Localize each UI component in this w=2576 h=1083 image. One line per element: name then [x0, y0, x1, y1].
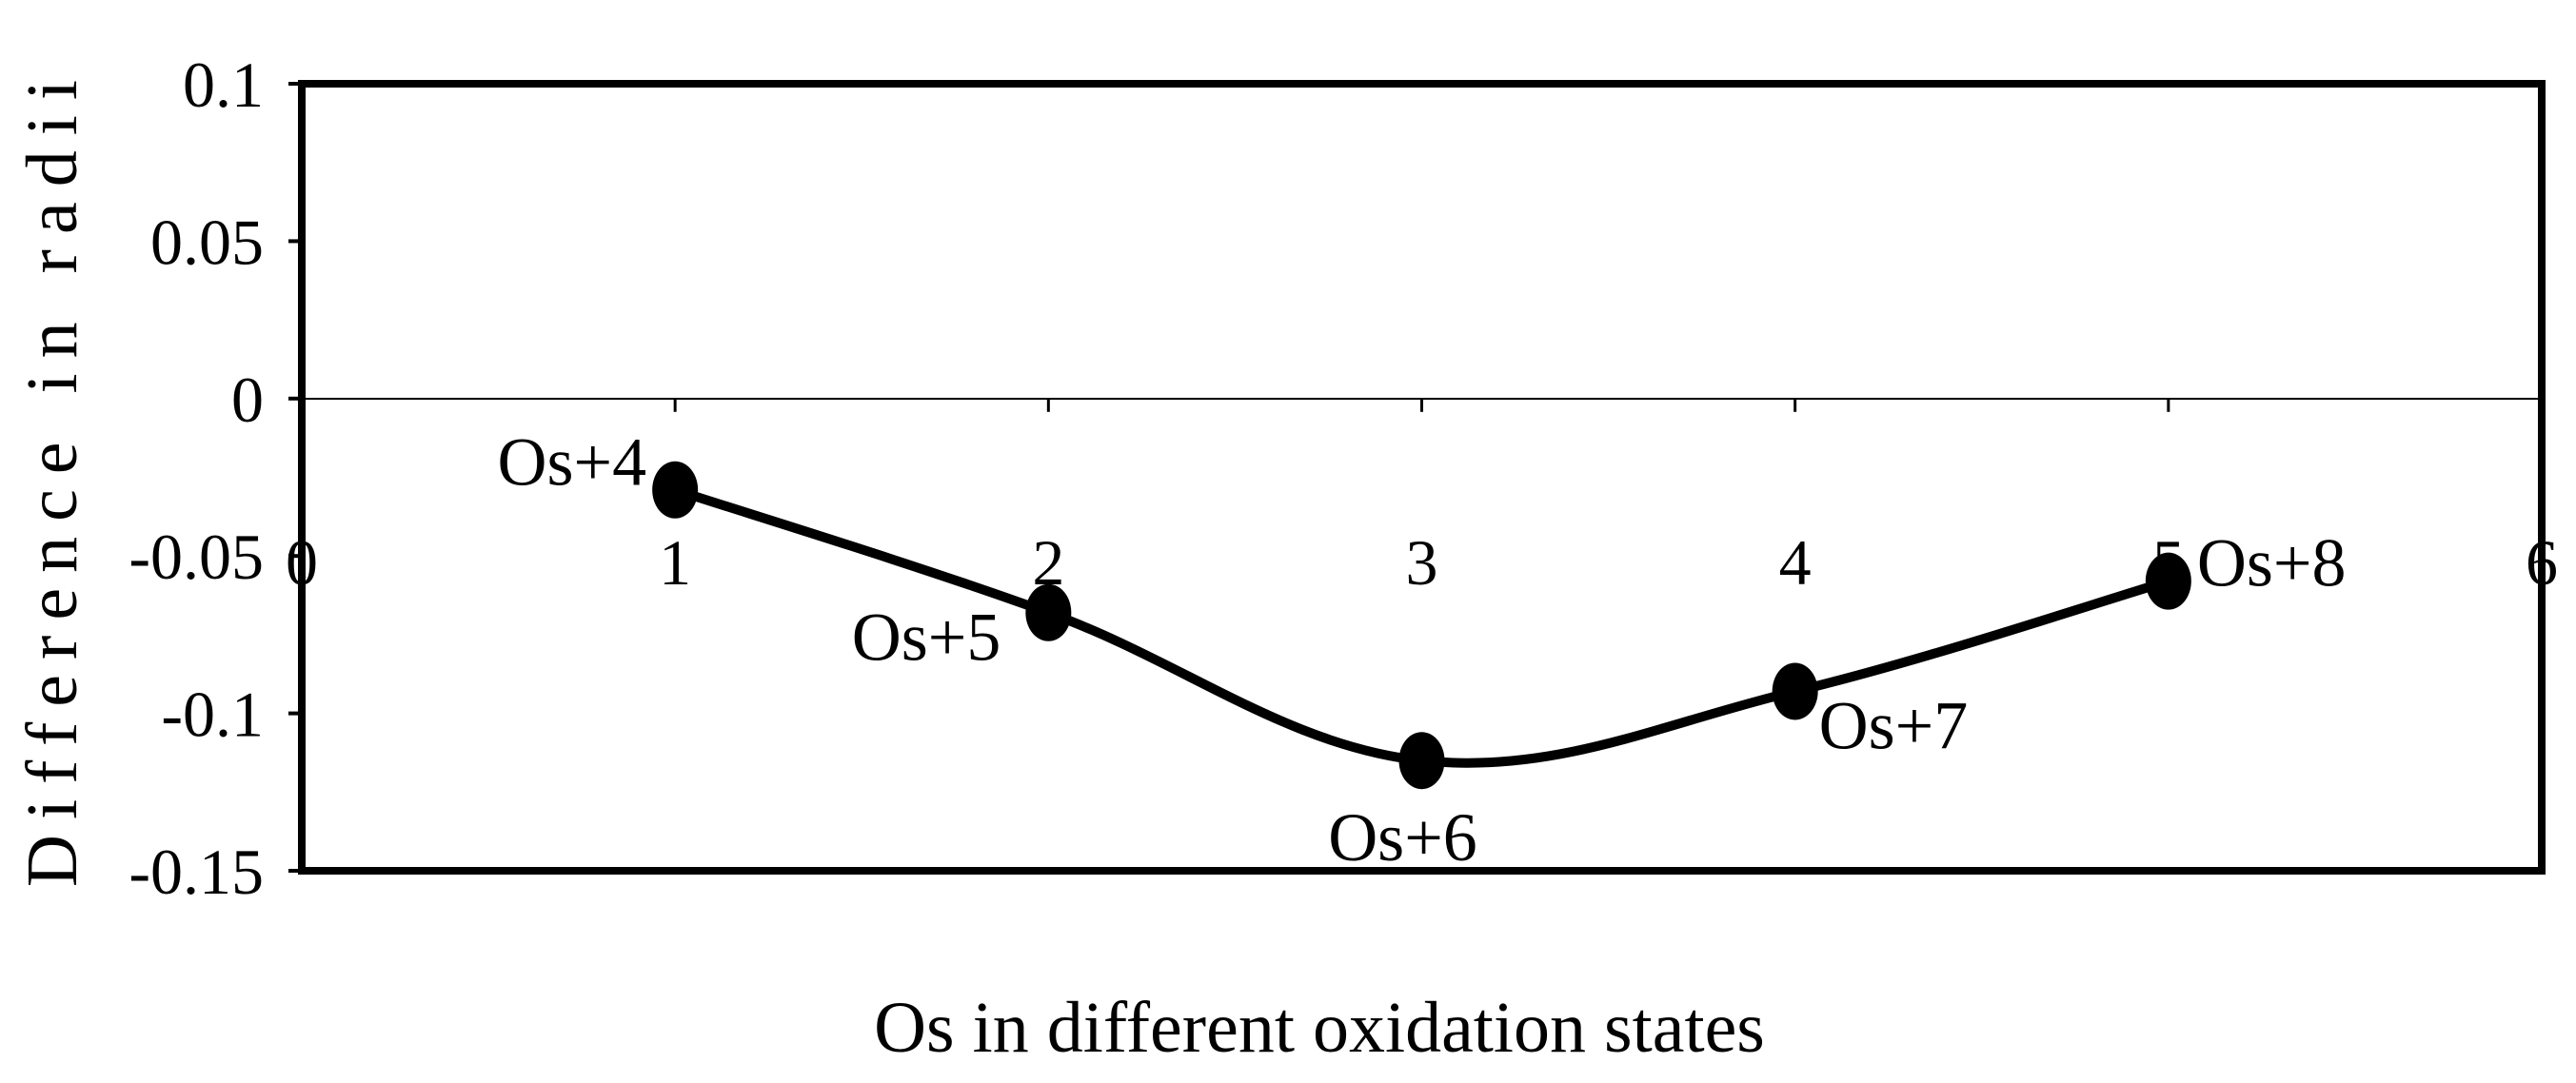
- data-point-marker: [1398, 732, 1445, 790]
- y-axis-title: Difference in radii: [12, 65, 92, 887]
- y-tick-label: 0: [231, 364, 264, 436]
- data-point-marker: [1025, 583, 1072, 641]
- y-tick-label: -0.05: [129, 521, 264, 593]
- data-point-label: Os+6: [1328, 799, 1477, 876]
- data-point-label: Os+5: [852, 600, 1001, 676]
- x-tick-label: 0: [286, 526, 318, 599]
- data-point-marker: [2145, 552, 2191, 610]
- y-tick-label: 0.05: [150, 206, 264, 278]
- x-tick-label: 4: [1779, 526, 1812, 599]
- x-tick-label: 1: [659, 526, 691, 599]
- y-tick-label: -0.15: [129, 836, 264, 908]
- data-point-marker: [652, 461, 699, 519]
- data-point-label: Os+8: [2197, 525, 2347, 601]
- y-tick-label: -0.1: [161, 679, 264, 751]
- y-tick-label: 0.1: [183, 49, 264, 121]
- data-point-marker: [1772, 662, 1818, 720]
- data-point-label: Os+7: [1819, 687, 1969, 763]
- data-point-label: Os+4: [498, 424, 647, 501]
- plot-frame: [298, 80, 2546, 875]
- x-tick-label: 6: [2526, 526, 2558, 599]
- x-tick-label: 3: [1406, 526, 1438, 599]
- x-axis-title: Os in different oxidation states: [874, 988, 1765, 1068]
